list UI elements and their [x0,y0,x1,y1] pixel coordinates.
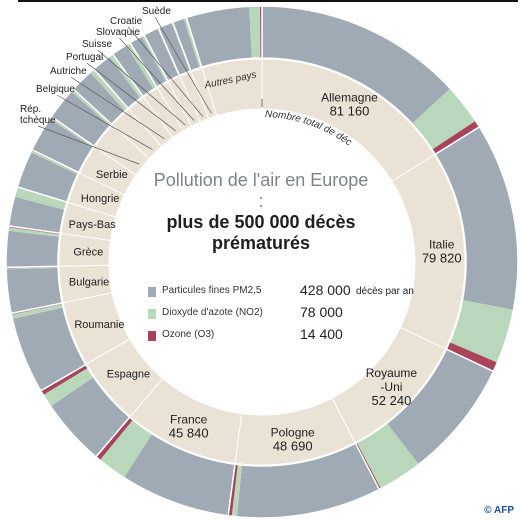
outer-pm25-espagne [50,377,130,457]
outer-pm25-rep-tcheque [51,91,110,147]
legend-swatch-pm25 [148,287,156,297]
outer-pm25-pologne [236,443,380,518]
legend-unit: décès par an [356,286,414,297]
outer-no2-rep-tcheque [71,89,112,127]
inner-value-royaume-uni: 52 240 [372,393,412,408]
outer-no2-hongrie [30,150,79,175]
leader-line-rep-tcheque [38,125,140,165]
outer-pm25-royaume-uni [386,349,494,465]
outer-no2-allemagne [412,88,476,150]
inner-label-pologne: Pologne [271,425,315,439]
legend-value-no2: 78 000 [300,304,343,320]
outer-label-portugal: Portugal [66,52,103,63]
chart-title: Pollution de l'air en Europe : [153,170,369,211]
inner-label-espagne: Espagne [107,369,150,381]
leader-line-slovaquie [119,37,195,121]
outer-label-suede: Suède [142,6,171,17]
outer-pm25-serbie [31,118,93,173]
outer-o3-italie [446,342,498,372]
outer-pm25-suede [172,18,200,71]
outer-no2-italie [449,300,514,363]
outer-pm25-france [124,433,235,516]
outer-no2-pays-bas [14,187,67,210]
legend-label-pm25: Particules fines PM2,5 [162,285,262,296]
inner-value-italie: 79 820 [422,251,462,266]
leader-line-autriche [70,76,165,140]
inner-value-france: 45 840 [169,425,209,440]
chart-title-block: Pollution de l'air en Europe : plus de 5… [150,170,372,254]
outer-no2-autres-pays [249,6,261,59]
outer-pm25-grece [5,230,60,268]
outer-no2-serbie [49,117,94,148]
inner-label-france: France [170,412,208,426]
outer-no2-france [99,419,153,478]
outer-no2-grece [7,227,60,237]
outer-o3-espagne [40,364,88,395]
inner-value-pologne: 48 690 [273,438,313,453]
inner-label-royaume-uni: -Uni [380,380,402,394]
inner-label-bulgarie: Bulgarie [69,276,109,288]
legend-label-o3: Ozone (O3) [162,329,215,340]
outer-no2-belgique [90,69,128,111]
inner-label-hongrie: Hongrie [81,193,120,205]
outer-label-croatie: Croatie [110,16,143,27]
inner-label-pays-bas: Pays-Bas [69,219,117,231]
credit-text: AFP [494,505,514,516]
outer-pm25-slovaquie [144,28,179,81]
outer-pm25-roumanie [12,307,86,391]
inner-slice-autres-pays [201,58,263,117]
legend-value-o3: 14 400 [300,326,343,342]
outer-label-suisse: Suisse [82,39,112,50]
outer-no2-autriche [109,54,143,99]
inner-label-royaume-uni: Royaume [366,366,418,380]
outer-pm25-pays-bas [8,196,65,234]
inner-label-italie: Italie [429,238,455,252]
outer-label-rep-tcheque: tchèque [20,115,56,126]
outer-label-belgique: Belgique [36,84,75,95]
outer-pm25-allemagne [262,6,451,124]
leader-line-suisse [97,49,186,126]
outer-no2-pologne [231,464,243,517]
inner-label-serbie: Serbie [96,169,128,181]
inner-label-grece: Grèce [73,246,103,258]
legend-value-pm25: 428 000 [300,282,351,298]
outer-pm25-italie [435,126,518,310]
outer-pm25-autres-pays [186,6,252,68]
legend-swatch-o3 [148,331,156,341]
outer-o3-allemagne [432,120,480,155]
outer-no2-royaume-uni [356,423,419,489]
leader-line-suede [154,16,212,114]
chart-subtitle: plus de 500 000 décès prématurés [166,212,356,253]
outer-no2-suede [183,17,202,68]
outer-o3-france [95,417,133,461]
outer-label-rep-tcheque: Rép. [20,104,41,115]
outer-label-autriche: Autriche [50,66,87,77]
outer-pm25-bulgarie [6,267,63,314]
outer-no2-portugal [125,42,157,90]
legend-swatch-no2 [148,309,156,319]
outer-no2-espagne [43,367,94,407]
top-rule [18,0,518,2]
outer-pm25-belgique [73,72,125,125]
afp-logo: © AFP [484,505,514,516]
leader-line-belgique [56,94,153,150]
inner-label-allemagne: Allemagne [321,91,378,105]
outer-pm25-suisse [130,36,166,88]
outer-outline-autres-pays [185,5,263,69]
legend-label-no2: Dioxyde d'azote (NO2) [162,307,263,318]
outer-o3-pologne [228,464,238,517]
outer-pm25-hongrie [17,152,78,203]
outer-no2-bulgarie [6,267,59,270]
outer-pm25-portugal [112,45,154,97]
leader-line-croatie [127,26,204,117]
leader-line-portugal [86,62,176,132]
outer-no2-roumanie [11,303,64,320]
inner-value-allemagne: 81 160 [330,104,370,119]
outer-label-slovaquie: Slovaquie [96,27,140,38]
inner-label-roumanie: Roumanie [74,319,124,331]
